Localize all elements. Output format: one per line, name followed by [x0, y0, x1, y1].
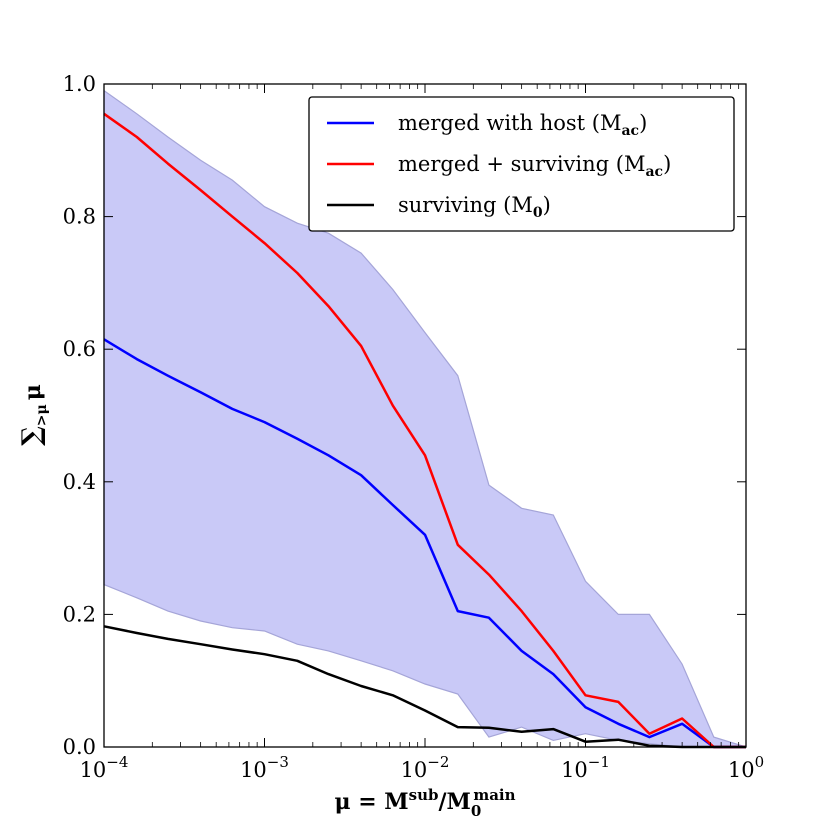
y-tick-label: 0.2: [63, 602, 96, 626]
legend-label-surviving: surviving (M0): [398, 193, 551, 221]
y-tick-label: 0.6: [63, 337, 96, 361]
y-axis-label: ∑>μμ: [17, 384, 50, 446]
y-tick-label: 0.8: [63, 205, 96, 229]
x-tick-label: 10−4: [80, 753, 129, 782]
x-tick-label: 10−2: [401, 753, 450, 782]
x-tick-label: 10−1: [561, 753, 610, 782]
legend-label-merged-surviving: merged + surviving (Mac): [398, 152, 671, 180]
legend-box: [308, 96, 735, 232]
series-line-surviving: [103, 625, 746, 749]
x-tick-label: 10−3: [240, 753, 289, 782]
series-layer: [103, 112, 746, 749]
y-tick-label: 1.0: [63, 72, 96, 96]
legend: merged with host (Mac) merged + survivin…: [308, 96, 735, 232]
series-line-merged-with-host: [103, 338, 746, 749]
x-axis-label: μ = Msub/M0main: [334, 786, 515, 820]
y-tick-label: 0.4: [63, 470, 96, 494]
y-tick-label: 0.0: [63, 735, 96, 759]
x-tick-label: 100: [728, 753, 764, 782]
legend-label-merged-with-host: merged with host (Mac): [398, 111, 647, 139]
ticks-layer: 10−4 10−3 10−2 10−1 100 0.0 0.2 0.4 0.6 0.8 1.0: [63, 72, 765, 782]
series-line-merged-surviving: [103, 112, 746, 749]
